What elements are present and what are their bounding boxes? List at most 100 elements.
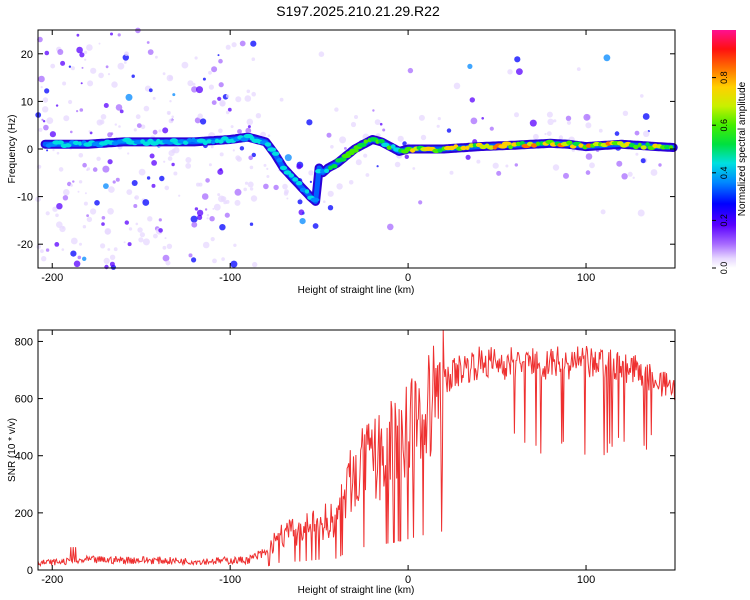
spectrogram-ridge-blob xyxy=(276,158,283,163)
spectrogram-noise-blob xyxy=(38,75,45,83)
spectrogram-noise-blob xyxy=(284,189,289,195)
spectrogram-noise-blob xyxy=(109,261,115,267)
spectrogram-ridge-blob xyxy=(501,141,512,146)
snr-ylabel: SNR (10 * v/v) xyxy=(7,418,18,482)
spectrogram-noise-blob xyxy=(516,68,523,75)
spectrogram-noise-blob xyxy=(194,56,198,60)
spectrogram-noise-blob xyxy=(171,115,174,119)
spectrogram-noise-blob xyxy=(142,199,150,206)
spectrogram-ridge-blob xyxy=(304,189,310,194)
spectrogram-noise-blob xyxy=(467,63,473,69)
snr-series-line xyxy=(37,329,676,568)
spectrogram-noise-blob xyxy=(251,152,256,158)
spectrogram-noise-blob xyxy=(297,199,303,205)
spectrogram-noise-blob xyxy=(62,81,67,86)
spectrogram-noise-blob xyxy=(127,242,132,247)
spectrogram-noise-blob xyxy=(188,253,193,258)
spectrogram-noise-blob xyxy=(397,135,404,142)
spectrogram-noise-blob xyxy=(196,209,204,217)
spectrogram-noise-blob xyxy=(86,216,93,223)
spectrogram-noise-blob xyxy=(201,193,209,200)
spectrogram-noise-blob xyxy=(202,241,210,249)
spectrogram-noise-blob xyxy=(218,82,224,88)
spectrogram-noise-blob xyxy=(365,173,370,177)
spectrogram-noise-blob xyxy=(38,127,43,132)
spectrogram-noise-blob xyxy=(247,125,251,129)
spectrogram-noise-blob xyxy=(171,162,175,167)
spectrogram-noise-blob xyxy=(181,61,189,69)
spectrogram-noise-blob xyxy=(232,149,235,152)
spectrogram-noise-blob xyxy=(632,176,635,179)
spectrogram-ridge-blob xyxy=(381,142,390,148)
spectrogram-noise-blob xyxy=(159,175,165,182)
spectrogram-noise-blob xyxy=(42,106,49,113)
spectrogram-noise-blob xyxy=(546,111,553,118)
spectrogram-ridge-blob xyxy=(288,173,294,178)
spectrogram-noise-blob xyxy=(267,134,271,137)
spectrogram-noise-blob xyxy=(131,180,138,186)
spectrogram-noise-blob xyxy=(86,168,89,172)
spectrogram-noise-blob xyxy=(139,232,145,238)
spectrogram-noise-blob xyxy=(148,88,153,93)
spectrogram-ridge-blob xyxy=(283,170,292,175)
spectrogram-noise-blob xyxy=(114,123,118,126)
spectrogram-noise-blob xyxy=(635,152,639,156)
spectrogram-noise-blob xyxy=(469,97,475,103)
spectrogram-noise-blob xyxy=(178,194,181,197)
spectrogram-noise-blob xyxy=(585,170,591,175)
spectrogram-noise-blob xyxy=(505,164,509,168)
spectrogram-noise-blob xyxy=(68,65,72,68)
spectrogram-ridge-blob xyxy=(390,144,396,149)
spectrogram-noise-blob xyxy=(529,119,537,127)
spectrogram-noise-blob xyxy=(544,132,547,136)
spectrogram-noise-blob xyxy=(172,93,176,97)
spectrogram-noise-blob xyxy=(217,54,220,57)
spectrogram-noise-blob xyxy=(212,258,217,264)
spectrogram-noise-blob xyxy=(412,167,416,170)
spectrogram-noise-blob xyxy=(235,96,242,103)
spectrogram-noise-blob xyxy=(117,33,121,37)
spectrogram-noise-blob xyxy=(137,227,143,233)
spectrogram-ridge-blob xyxy=(186,138,193,143)
spectrogram-noise-blob xyxy=(296,163,302,170)
spectrogram-ridge-blob xyxy=(508,144,513,150)
spectrogram-noise-blob xyxy=(61,248,65,251)
spectrogram-noise-blob xyxy=(318,51,325,57)
spectrogram-ridge-blob xyxy=(468,143,475,148)
spectrogram-noise-blob xyxy=(206,214,210,217)
spectrogram-noise-blob xyxy=(658,163,662,167)
spectrogram-noise-blob xyxy=(354,115,358,119)
spectrogram-ridge-blob xyxy=(77,141,83,146)
spectrogram-noise-blob xyxy=(135,222,139,226)
spectrogram-noise-blob xyxy=(90,67,97,74)
spectrogram-noise-blob xyxy=(407,67,414,74)
spectrogram-noise-blob xyxy=(151,160,158,166)
spectrogram-noise-blob xyxy=(98,72,104,79)
spectrogram-noise-blob xyxy=(224,212,230,218)
spectrogram-noise-blob xyxy=(306,119,313,126)
spectrogram-ridge-blob xyxy=(320,169,326,174)
spectrogram-noise-blob xyxy=(72,180,75,183)
spectrogram-noise-blob xyxy=(282,183,288,190)
spectrogram-noise-blob xyxy=(90,208,97,215)
spectrogram-noise-blob xyxy=(103,103,109,108)
spectrogram-noise-blob xyxy=(576,67,581,71)
spectrogram-noise-blob xyxy=(40,86,43,89)
spectrogram-ridge-blob xyxy=(210,139,216,145)
spectrogram-noise-blob xyxy=(76,46,83,54)
spectrogram-noise-blob xyxy=(323,200,326,203)
spectrogram-noise-blob xyxy=(44,50,50,56)
spectrogram-noise-blob xyxy=(299,218,306,225)
spectrogram-noise-blob xyxy=(239,40,246,47)
colorbar: 0.0 0.2 0.4 0.6 0.8 Normalized spectral ampl… xyxy=(712,30,748,274)
spectrogram-noise-blob xyxy=(185,157,192,163)
spectrogram-ridge-blob xyxy=(378,139,385,144)
spectrogram-noise-blob xyxy=(190,215,198,223)
spectrogram-noise-blob xyxy=(496,170,502,176)
spectrogram-noise-blob xyxy=(234,199,241,206)
spectrogram-noise-blob xyxy=(418,114,425,121)
spectrogram-noise-blob xyxy=(49,131,57,138)
spectrogram-noise-blob xyxy=(115,104,123,111)
spectrogram-noise-blob xyxy=(191,86,198,93)
spectrogram-noise-blob xyxy=(55,104,59,107)
